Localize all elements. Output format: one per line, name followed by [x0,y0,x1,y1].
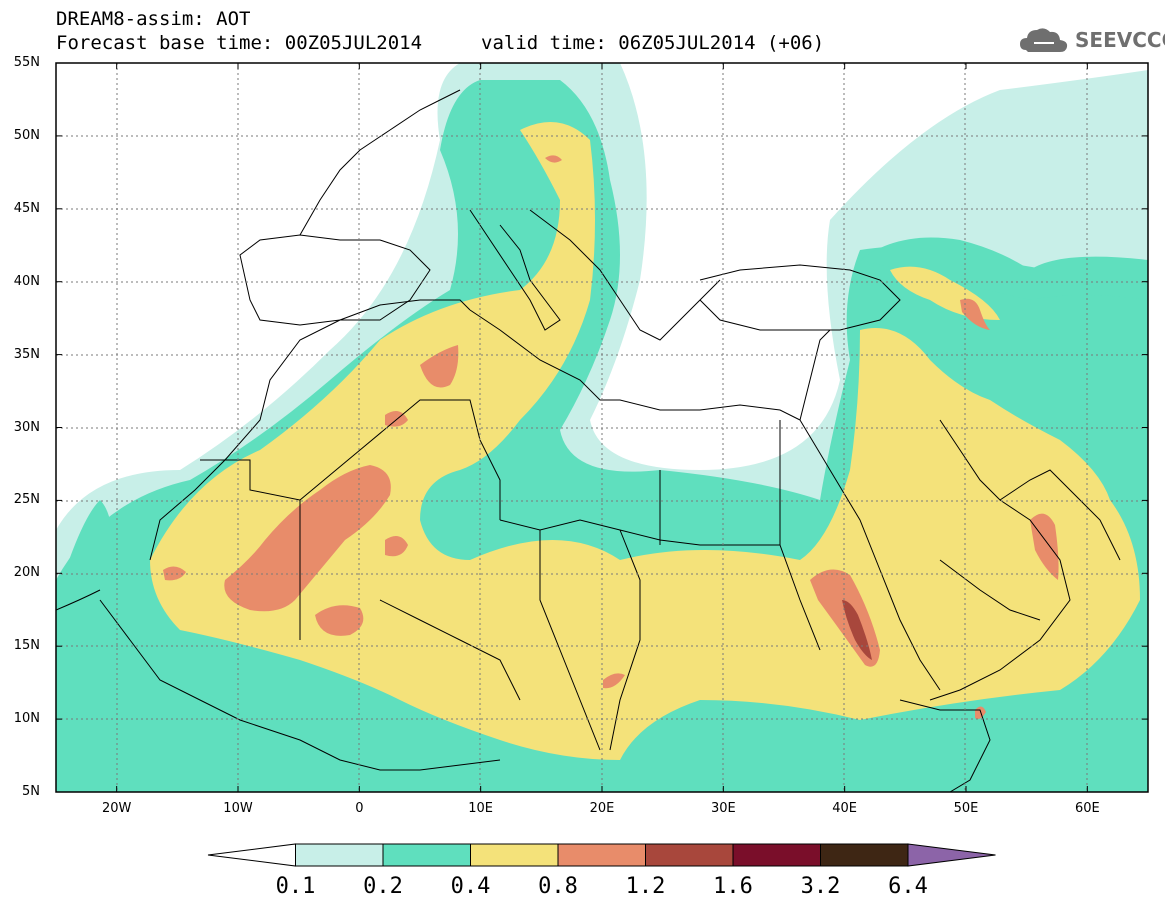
cloud-logo-icon [1020,28,1068,52]
colorbar-segment [207,843,296,867]
colorbar-segment [295,843,384,867]
coastlines [56,89,1121,792]
lon-tick-label: 40E [832,801,858,816]
lat-tick-label: 45N [13,200,40,216]
aot-band-1.2 [842,600,872,660]
lon-tick-label: 20E [589,801,615,816]
colorbar-level-label: 0.1 [275,874,316,899]
lat-tick-label: 25N [13,492,40,508]
lon-tick-label: 50E [953,801,979,816]
colorbar-segment [907,843,996,867]
lat-tick-label: 15N [13,638,40,654]
lat-tick-label: 35N [13,346,40,362]
forecast-base-time: Forecast base time: 00Z05JUL2014 [56,32,423,54]
lon-tick-label: 10E [468,801,494,816]
colorbar [207,843,996,867]
colorbar-segment [382,843,471,867]
colorbar-level-label: 3.2 [800,874,841,899]
colorbar-level-label: 6.4 [888,874,928,899]
colorbar-level-label: 0.4 [450,874,491,899]
lat-tick-label: 5N [22,784,40,799]
colorbar-segment [732,843,821,867]
valid-time: valid time: 06Z05JUL2014 (+06) [481,32,825,54]
colorbar-segment [820,843,909,867]
lon-tick-label: 10W [223,801,253,816]
logo-text: SEEVCCC [1075,28,1165,52]
map-grid [56,63,1148,792]
map-title: DREAM8-assim: AOT [56,8,251,30]
colorbar-level-label: 1.6 [713,874,753,899]
lat-tick-label: 50N [13,127,40,143]
colorbar-segment [470,843,559,867]
lon-tick-label: 0 [355,801,364,816]
lon-tick-label: 60E [1074,801,1100,816]
lat-tick-label: 30N [13,419,40,435]
colorbar-level-label: 1.2 [625,874,666,899]
lat-tick-label: 40N [13,273,40,289]
colorbar-level-label: 0.2 [363,874,403,899]
colorbar-level-label: 0.8 [538,874,578,899]
lat-tick-label: 10N [13,711,40,727]
colorbar-segment [557,843,646,867]
lon-tick-label: 20W [101,801,132,816]
lat-tick-label: 20N [13,565,40,581]
colorbar-segment [645,843,734,867]
lat-tick-label: 55N [13,55,40,70]
lon-tick-label: 30E [710,801,736,816]
